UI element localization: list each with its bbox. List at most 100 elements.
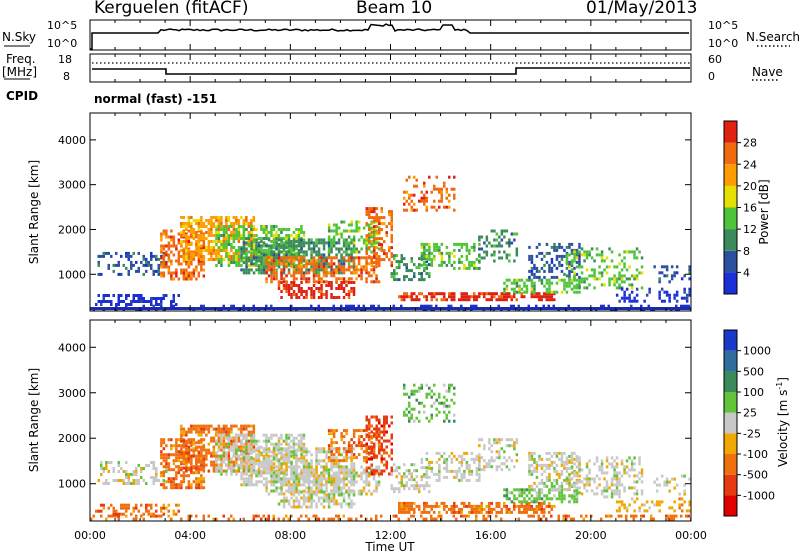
heatmap-cell (272, 468, 276, 472)
heatmap-cell (252, 517, 255, 521)
heatmap-cell (408, 196, 411, 200)
heatmap-cell (182, 234, 186, 237)
heatmap-cell (340, 480, 343, 484)
heatmap-cell (425, 295, 428, 299)
heatmap-cell (350, 447, 353, 451)
heatmap-cell (242, 433, 246, 437)
heatmap-cell (200, 222, 203, 225)
heatmap-cell (603, 268, 606, 272)
heatmap-cell (608, 283, 611, 287)
heatmap-cell (330, 490, 333, 494)
heatmap-cell (672, 514, 675, 518)
velocity-heatmap (90, 383, 691, 521)
heatmap-cell (345, 229, 348, 233)
heatmap-cell (493, 229, 496, 233)
heatmap-cell (672, 517, 675, 521)
heatmap-cell (365, 247, 368, 251)
heatmap-cell (570, 262, 574, 266)
heatmap-cell (202, 462, 206, 466)
heatmap-cell (202, 424, 206, 428)
heatmap-cell (262, 231, 266, 234)
heatmap-cell (538, 269, 541, 273)
heatmap-cell (145, 506, 148, 510)
heatmap-cell (180, 468, 183, 472)
heatmap-cell (390, 216, 393, 220)
heatmap-cell (420, 304, 423, 308)
heatmap-cell (190, 471, 193, 475)
heatmap-cell (332, 471, 336, 475)
heatmap-cell (573, 290, 576, 294)
heatmap-cell (125, 506, 128, 510)
heatmap-cell (468, 510, 471, 514)
heatmap-cell (207, 448, 211, 452)
heatmap-cell (400, 481, 403, 485)
heatmap-cell (625, 296, 629, 300)
heatmap-cell (315, 265, 318, 269)
heatmap-cell (327, 444, 331, 448)
heatmap-cell (315, 453, 318, 457)
heatmap-cell (373, 207, 376, 211)
heatmap-cell (270, 234, 273, 237)
heatmap-cell (495, 292, 498, 296)
heatmap-cell (425, 466, 428, 470)
heatmap-cell (305, 259, 308, 263)
heatmap-cell (287, 486, 291, 490)
heatmap-cell (285, 241, 288, 245)
heatmap-cell (393, 278, 396, 282)
heatmap-cell (435, 304, 438, 308)
heatmap-cell (177, 262, 181, 266)
heatmap-cell (132, 263, 135, 267)
heatmap-cell (280, 450, 283, 454)
heatmap-cell (355, 229, 358, 233)
heatmap-cell (478, 266, 481, 270)
heatmap-cell (237, 427, 241, 431)
heatmap-cell (285, 459, 288, 463)
heatmap-cell (310, 241, 313, 245)
heatmap-cell (192, 471, 196, 475)
heatmap-cell (570, 268, 574, 272)
heatmap-cell (287, 450, 291, 454)
heatmap-cell (260, 451, 263, 455)
heatmap-cell (498, 244, 501, 248)
heatmap-cell (493, 507, 496, 511)
heatmap-cell (357, 256, 361, 260)
heatmap-cell (340, 268, 343, 272)
heatmap-cell (300, 451, 303, 455)
heatmap-cell (535, 504, 538, 508)
heatmap-cell (277, 465, 281, 469)
heatmap-cell (250, 222, 253, 225)
heatmap-cell (332, 262, 336, 266)
heatmap-cell (115, 304, 118, 308)
heatmap-cell (405, 269, 408, 273)
heatmap-cell (370, 216, 373, 220)
heatmap-cell (380, 210, 383, 214)
heatmap-cell (275, 237, 278, 240)
heatmap-cell (367, 483, 371, 487)
heatmap-cell (295, 483, 298, 487)
heatmap-cell (190, 427, 193, 431)
heatmap-cell (232, 304, 235, 308)
heatmap-cell (265, 433, 268, 437)
heatmap-cell (180, 240, 183, 243)
heatmap-cell (257, 447, 261, 451)
heatmap-cell (350, 490, 353, 494)
heatmap-cell (340, 232, 343, 236)
heatmap-cell (320, 459, 323, 463)
heatmap-cell (635, 514, 638, 518)
heatmap-cell (433, 205, 436, 209)
heatmap-cell (270, 483, 273, 487)
heatmap-cell (182, 451, 186, 455)
heatmap-cell (322, 256, 326, 260)
heatmap-cell (245, 216, 248, 219)
heatmap-cell (390, 237, 393, 241)
heatmap-cell (222, 234, 226, 237)
heatmap-cell (270, 450, 273, 454)
heatmap-cell (300, 293, 303, 296)
heatmap-cell (558, 254, 561, 258)
heatmap-cell (360, 444, 363, 448)
heatmap-cell (232, 225, 236, 228)
heatmap-cell (170, 517, 173, 521)
heatmap-cell (327, 241, 331, 245)
heatmap-cell (312, 471, 316, 475)
